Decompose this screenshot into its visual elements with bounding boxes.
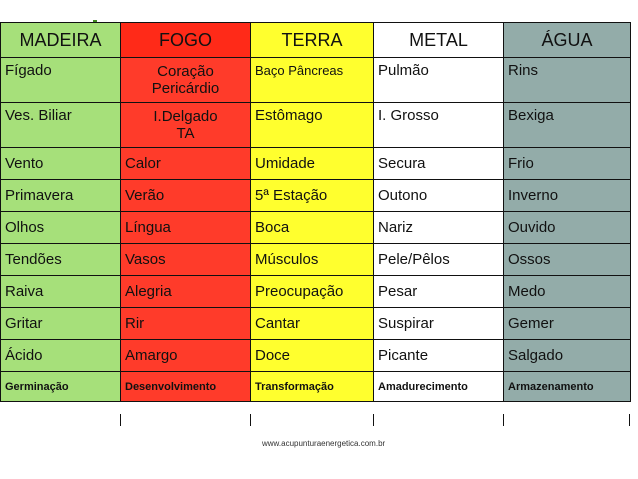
footer-url: www.acupunturaenergetica.com.br <box>262 439 386 448</box>
cell-terra: Estômago <box>250 102 374 148</box>
cell-agua: Rins <box>503 57 631 103</box>
header-fogo: FOGO <box>120 22 251 58</box>
cell-fogo: I.Delgado TA <box>120 102 251 148</box>
table-row: Ves. Biliar I.Delgado TA Estômago I. Gro… <box>0 102 631 148</box>
cell-agua: Armazenamento <box>503 371 631 402</box>
cell-agua: Salgado <box>503 339 631 372</box>
cell-metal: I. Grosso <box>373 102 504 148</box>
cell-metal: Pulmão <box>373 57 504 103</box>
cell-madeira: Ácido <box>0 339 121 372</box>
cell-agua: Medo <box>503 275 631 308</box>
cell-metal: Pesar <box>373 275 504 308</box>
cell-terra: 5ª Estação <box>250 179 374 212</box>
cell-terra: Doce <box>250 339 374 372</box>
cell-madeira: Fígado <box>0 57 121 103</box>
cell-fogo: Verão <box>120 179 251 212</box>
cell-fogo: Língua <box>120 211 251 244</box>
cell-fogo: Alegria <box>120 275 251 308</box>
cell-madeira: Germinação <box>0 371 121 402</box>
cell-madeira: Vento <box>0 147 121 180</box>
table-row: Gritar Rir Cantar Suspirar Gemer <box>0 307 631 340</box>
cell-metal: Amadurecimento <box>373 371 504 402</box>
header-agua: ÁGUA <box>503 22 631 58</box>
table-row: Germinação Desenvolvimento Transformação… <box>0 371 631 402</box>
table-row: Olhos Língua Boca Nariz Ouvido <box>0 211 631 244</box>
cell-terra: Músculos <box>250 243 374 276</box>
cell-terra: Preocupação <box>250 275 374 308</box>
table-header-row: MADEIRA FOGO TERRA METAL ÁGUA <box>0 22 631 58</box>
header-terra: TERRA <box>250 22 374 58</box>
table-row: Tendões Vasos Músculos Pele/Pêlos Ossos <box>0 243 631 276</box>
table-row: Ácido Amargo Doce Picante Salgado <box>0 339 631 372</box>
cell-fogo: Coração Pericárdio <box>120 57 251 103</box>
header-madeira: MADEIRA <box>0 22 121 58</box>
cell-terra: Transformação <box>250 371 374 402</box>
cell-agua: Bexiga <box>503 102 631 148</box>
table-row: Primavera Verão 5ª Estação Outono Invern… <box>0 179 631 212</box>
table-row: Fígado Coração Pericárdio Baço Pâncreas … <box>0 57 631 103</box>
cell-madeira: Gritar <box>0 307 121 340</box>
cell-metal: Suspirar <box>373 307 504 340</box>
table-row: Vento Calor Umidade Secura Frio <box>0 147 631 180</box>
five-elements-table: MADEIRA FOGO TERRA METAL ÁGUA Fígado Cor… <box>0 22 631 402</box>
cell-agua: Frio <box>503 147 631 180</box>
cell-terra: Baço Pâncreas <box>250 57 374 103</box>
table-row: Raiva Alegria Preocupação Pesar Medo <box>0 275 631 308</box>
cell-madeira: Raiva <box>0 275 121 308</box>
cell-metal: Pele/Pêlos <box>373 243 504 276</box>
cell-fogo: Calor <box>120 147 251 180</box>
table-bottom-lines <box>0 414 630 426</box>
cell-metal: Nariz <box>373 211 504 244</box>
cell-agua: Inverno <box>503 179 631 212</box>
cell-fogo: Desenvolvimento <box>120 371 251 402</box>
cell-madeira: Primavera <box>0 179 121 212</box>
cell-madeira: Olhos <box>0 211 121 244</box>
cell-terra: Cantar <box>250 307 374 340</box>
cell-fogo: Rir <box>120 307 251 340</box>
cell-agua: Ossos <box>503 243 631 276</box>
cell-madeira: Tendões <box>0 243 121 276</box>
cell-metal: Picante <box>373 339 504 372</box>
cell-metal: Secura <box>373 147 504 180</box>
header-metal: METAL <box>373 22 504 58</box>
cell-metal: Outono <box>373 179 504 212</box>
cell-terra: Boca <box>250 211 374 244</box>
cell-fogo: Amargo <box>120 339 251 372</box>
cell-madeira: Ves. Biliar <box>0 102 121 148</box>
cell-agua: Ouvido <box>503 211 631 244</box>
cell-agua: Gemer <box>503 307 631 340</box>
cell-fogo: Vasos <box>120 243 251 276</box>
cell-terra: Umidade <box>250 147 374 180</box>
